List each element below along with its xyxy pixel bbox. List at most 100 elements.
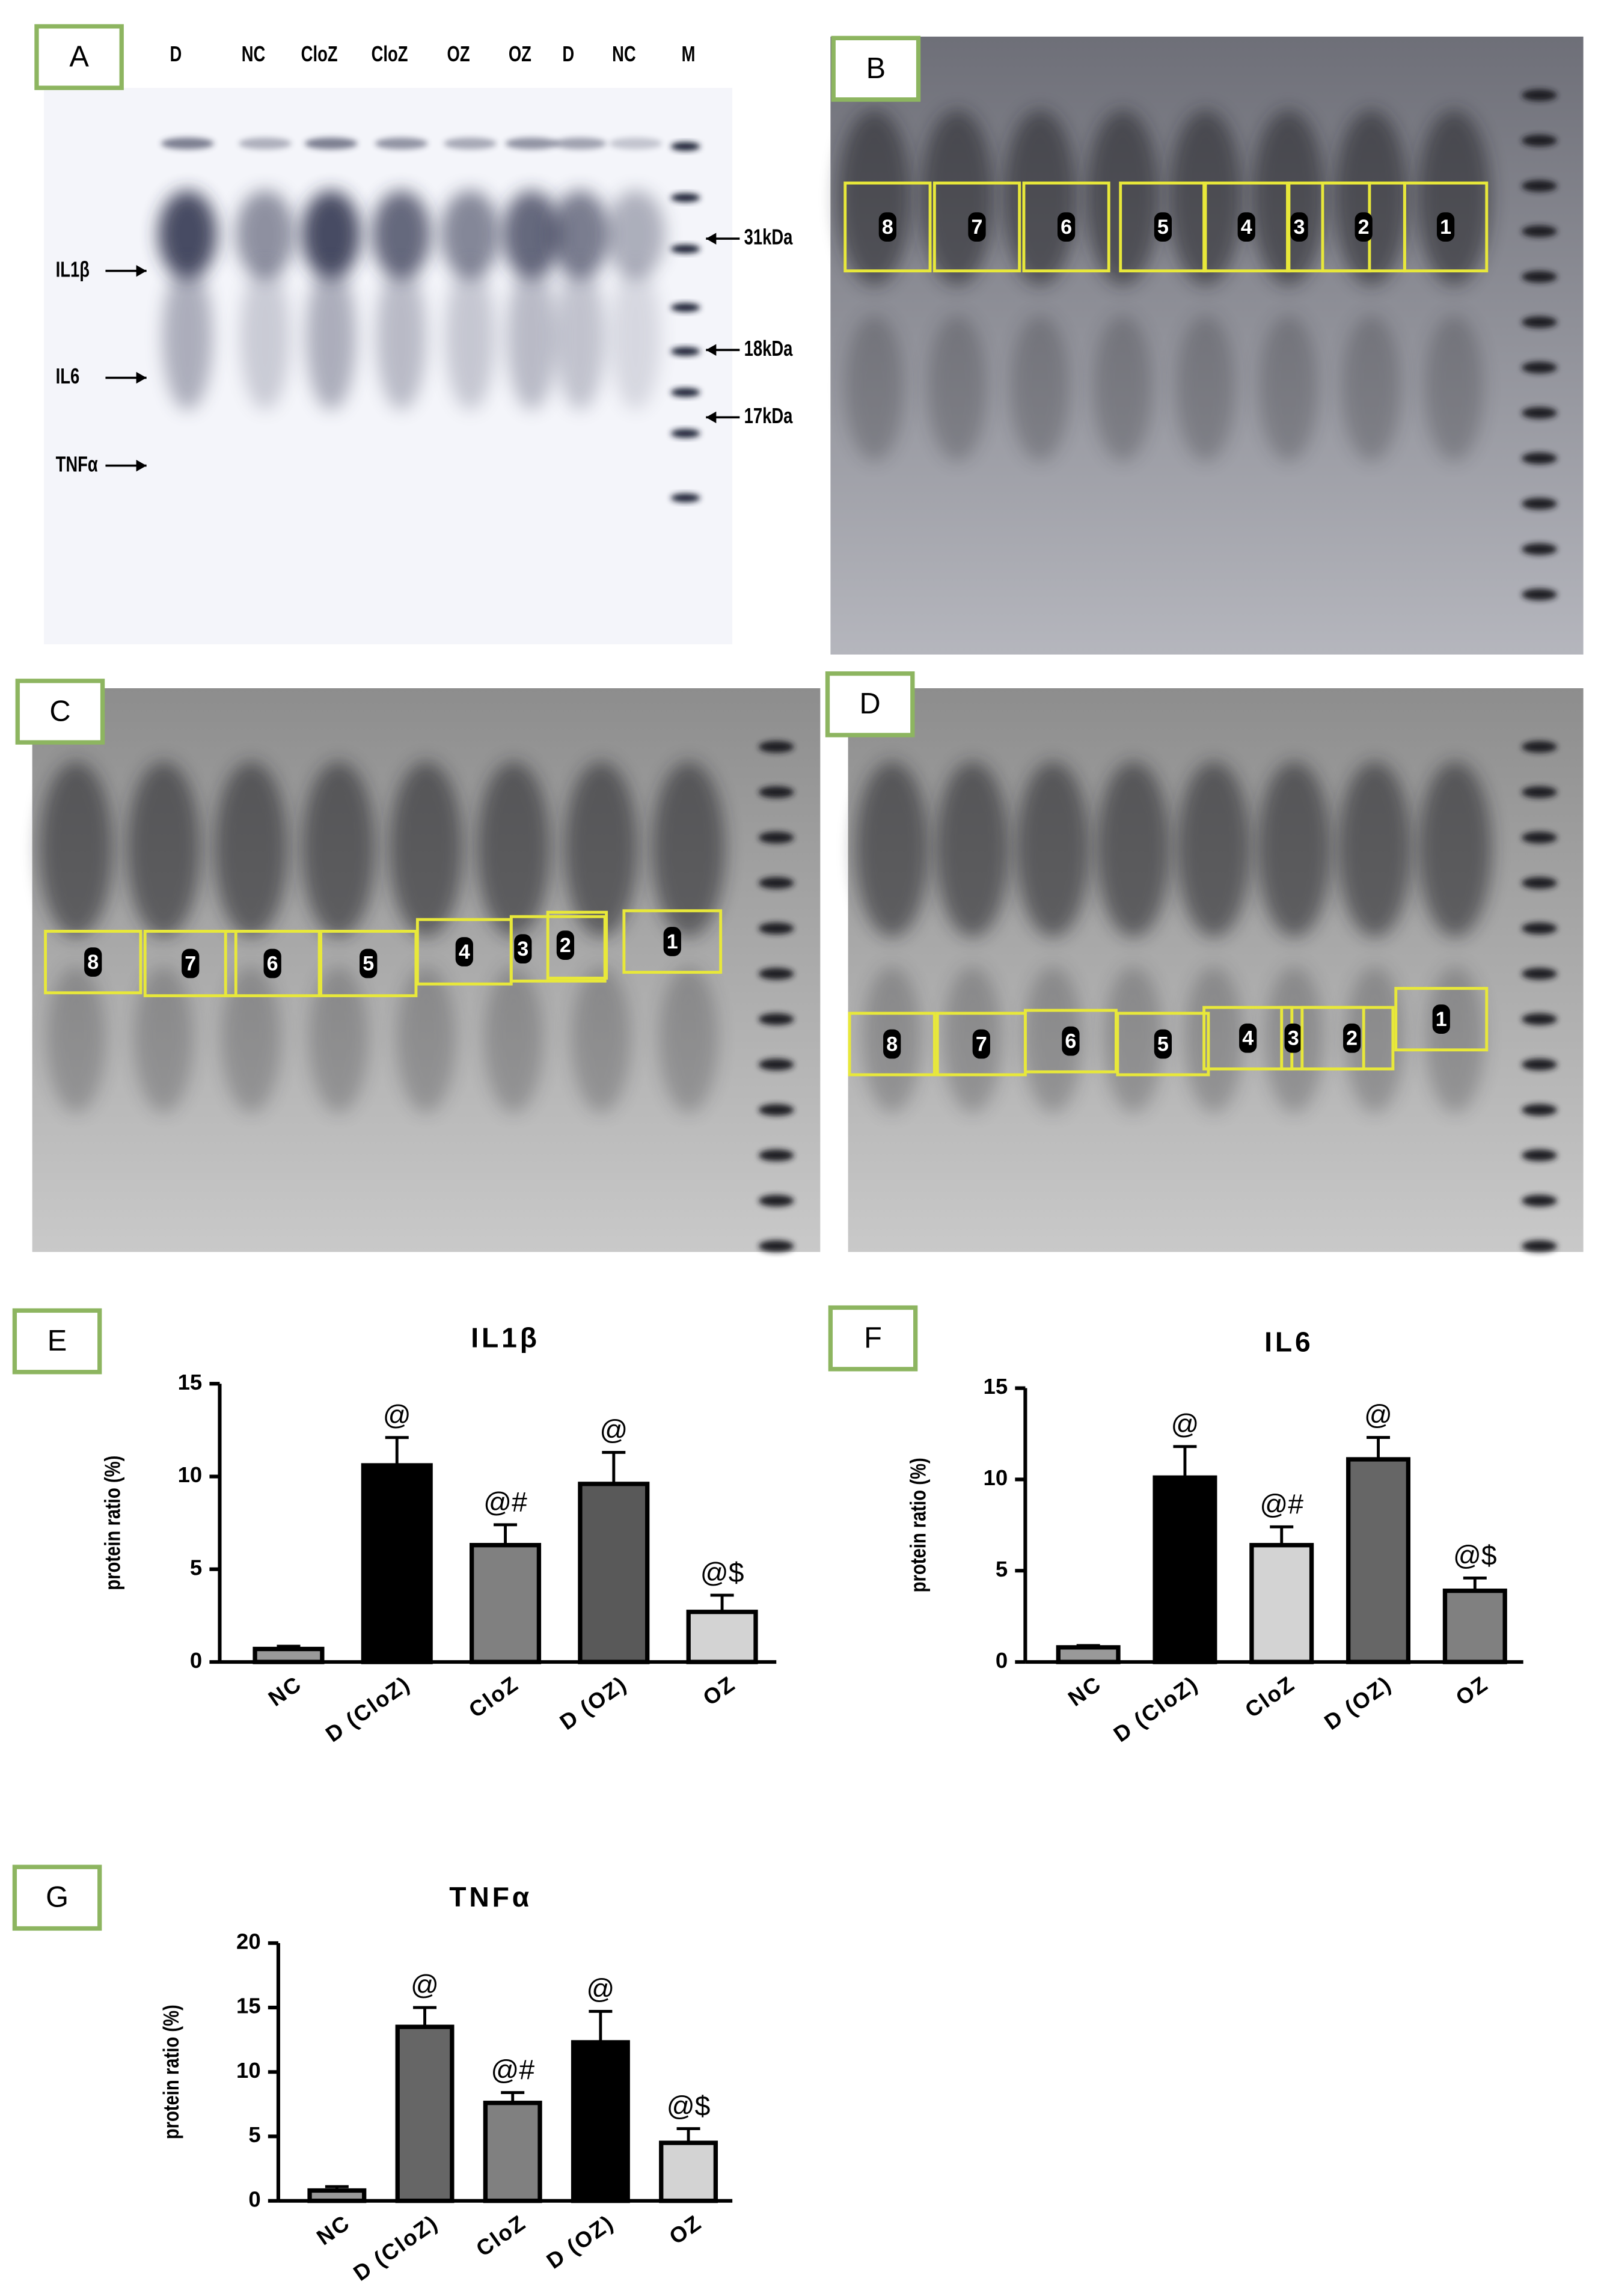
annotation: @ xyxy=(586,1973,614,2004)
ladder-band xyxy=(759,786,794,798)
y-tick-label: 5 xyxy=(996,1557,1008,1581)
box-number-bg xyxy=(1239,1023,1257,1053)
band xyxy=(506,263,557,411)
bar xyxy=(483,2101,542,2203)
ladder-band xyxy=(1522,543,1557,555)
box-number: 5 xyxy=(1157,216,1169,239)
band xyxy=(306,263,357,411)
error-bar xyxy=(494,1523,518,1545)
y-tick-label: 15 xyxy=(984,1374,1008,1399)
band xyxy=(376,263,426,411)
y-tick-label: 0 xyxy=(248,2187,260,2211)
box xyxy=(44,930,142,995)
ladder-band xyxy=(1522,740,1557,753)
ladder-band xyxy=(759,968,794,980)
box xyxy=(546,911,608,980)
band xyxy=(845,314,904,462)
marker-label: 18kDa xyxy=(744,336,794,361)
arrow-head xyxy=(706,344,717,356)
box-number-bg xyxy=(1237,212,1255,242)
box-number-bg xyxy=(263,948,281,979)
band xyxy=(389,761,463,938)
band xyxy=(484,966,543,1113)
ladder-band xyxy=(759,831,794,844)
band xyxy=(240,263,290,411)
bar xyxy=(659,2140,718,2203)
box-number: 7 xyxy=(972,216,983,239)
ladder-band xyxy=(1522,1013,1557,1025)
box-number: 7 xyxy=(185,952,196,975)
band xyxy=(652,761,726,938)
y-axis-label: protein ratio (%) xyxy=(907,1458,931,1592)
box-number: 6 xyxy=(267,952,278,975)
y-tick-label: 0 xyxy=(190,1648,202,1673)
protein-label: IL1β xyxy=(56,257,90,282)
ladder-band xyxy=(759,740,794,753)
ladder-band xyxy=(759,877,794,889)
box-number-bg xyxy=(878,212,897,242)
y-tick-label: 5 xyxy=(190,1555,202,1580)
band xyxy=(943,966,1002,1113)
band xyxy=(928,314,987,462)
x-tick-label: D (OZ) xyxy=(542,2210,619,2274)
ladder-band xyxy=(759,1194,794,1207)
box-number-bg xyxy=(1062,1026,1080,1056)
arrow-head xyxy=(136,459,147,472)
bar xyxy=(578,1482,650,1664)
marker-label: 31kDa xyxy=(744,225,794,249)
y-tick-label: 15 xyxy=(236,1994,261,2018)
x-tick-label: CloZ xyxy=(1240,1671,1299,1723)
ladder-band xyxy=(759,1240,794,1252)
ladder-band xyxy=(1522,588,1557,600)
ladder-band xyxy=(670,303,700,312)
lane-label: NC xyxy=(242,41,266,66)
bar xyxy=(1056,1645,1121,1664)
ladder-band xyxy=(1522,1240,1557,1252)
band xyxy=(659,966,718,1113)
ladder-band xyxy=(759,1104,794,1116)
y-tick-label: 20 xyxy=(236,1929,261,1954)
ladder-band xyxy=(1522,922,1557,935)
panel-label: C xyxy=(49,695,70,727)
band xyxy=(1023,966,1083,1113)
ladder-band xyxy=(670,244,700,254)
lane-label: CloZ xyxy=(372,41,408,66)
ladder-band xyxy=(1522,968,1557,980)
band xyxy=(1086,109,1160,286)
band xyxy=(1011,314,1070,462)
ladder-band xyxy=(1522,89,1557,102)
error-bar xyxy=(1270,1525,1294,1545)
box-number-bg xyxy=(360,948,378,979)
error-bar xyxy=(589,2010,613,2042)
panel-label-box xyxy=(15,679,105,745)
box-number-bg xyxy=(182,948,200,979)
arrow-head xyxy=(706,233,717,245)
error-bar xyxy=(710,1593,734,1612)
box-number-bg xyxy=(1343,1023,1361,1053)
annotation: @$ xyxy=(1453,1540,1497,1571)
box-number-bg xyxy=(968,212,986,242)
error-bar xyxy=(1367,1436,1391,1459)
error-bar xyxy=(385,1436,409,1466)
box-number-bg xyxy=(1154,1029,1172,1059)
bar xyxy=(1249,1543,1314,1664)
panel-label: G xyxy=(46,1881,69,1914)
box-number: 7 xyxy=(976,1033,987,1055)
error-bar xyxy=(602,1450,626,1484)
lane-label: NC xyxy=(612,41,636,66)
y-tick-label: 10 xyxy=(984,1465,1008,1490)
box-number: 4 xyxy=(459,941,470,963)
box-number: 8 xyxy=(882,216,893,239)
box-number-bg xyxy=(1154,212,1172,242)
box-number: 3 xyxy=(517,938,528,960)
arrow-head xyxy=(136,264,147,277)
lane-label: D xyxy=(562,41,574,66)
box-number: 1 xyxy=(667,930,678,953)
ladder-band xyxy=(759,1058,794,1070)
band xyxy=(551,190,610,278)
band xyxy=(444,138,497,150)
band xyxy=(837,109,911,286)
ladder-band xyxy=(1522,452,1557,465)
box xyxy=(932,182,1021,273)
error-bar xyxy=(501,2091,525,2103)
